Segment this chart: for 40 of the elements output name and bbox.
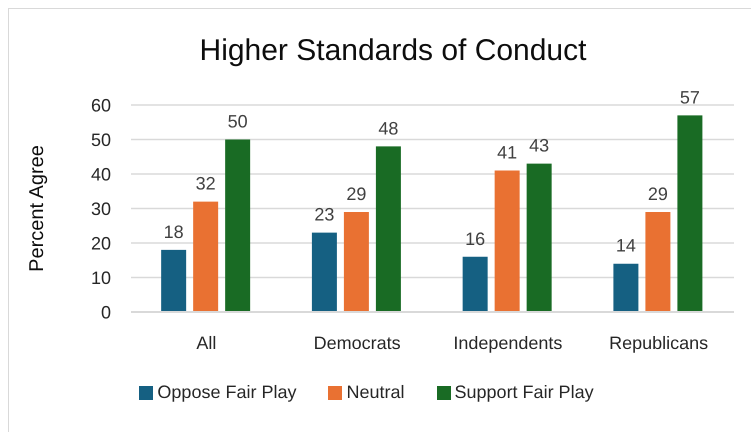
data-label: 14 bbox=[616, 236, 636, 256]
data-label: 29 bbox=[648, 184, 668, 204]
legend-label: Support Fair Play bbox=[454, 382, 594, 402]
bar bbox=[462, 256, 488, 312]
x-tick-label: Democrats bbox=[314, 332, 401, 353]
bar bbox=[193, 202, 218, 312]
x-tick-label: All bbox=[196, 332, 216, 353]
data-label: 48 bbox=[378, 118, 398, 138]
data-label: 41 bbox=[497, 142, 518, 163]
y-tick-label: 40 bbox=[90, 164, 111, 184]
bar bbox=[677, 115, 702, 312]
bar bbox=[645, 212, 670, 312]
y-tick-label: 30 bbox=[90, 198, 111, 219]
x-tick-label: Republicans bbox=[609, 332, 708, 353]
data-label: 50 bbox=[228, 112, 248, 132]
y-tick-label: 50 bbox=[90, 130, 111, 150]
data-label: 16 bbox=[465, 228, 486, 249]
bar bbox=[161, 250, 186, 312]
bar bbox=[344, 212, 369, 312]
y-tick-label: 60 bbox=[90, 95, 111, 116]
data-label: 32 bbox=[196, 174, 216, 194]
x-tick-label: Independents bbox=[453, 332, 562, 353]
data-label: 29 bbox=[346, 184, 366, 204]
legend-label: Neutral bbox=[346, 382, 405, 402]
y-tick-label: 10 bbox=[90, 268, 111, 288]
legend-label: Oppose Fair Play bbox=[157, 382, 296, 402]
bar bbox=[494, 170, 520, 312]
bar bbox=[312, 232, 337, 312]
data-label: 23 bbox=[314, 204, 334, 225]
bar bbox=[376, 146, 401, 312]
bar bbox=[225, 140, 250, 312]
data-label: 43 bbox=[529, 136, 550, 156]
data-label: 18 bbox=[164, 222, 184, 242]
y-tick-label: 20 bbox=[90, 233, 111, 254]
y-axis-title: Percent Agree bbox=[26, 145, 48, 272]
y-tick-label: 0 bbox=[100, 302, 111, 322]
bar bbox=[526, 164, 552, 312]
data-label: 57 bbox=[680, 87, 700, 108]
chart-title: Higher Standards of Conduct bbox=[198, 33, 588, 69]
bar bbox=[613, 264, 638, 312]
